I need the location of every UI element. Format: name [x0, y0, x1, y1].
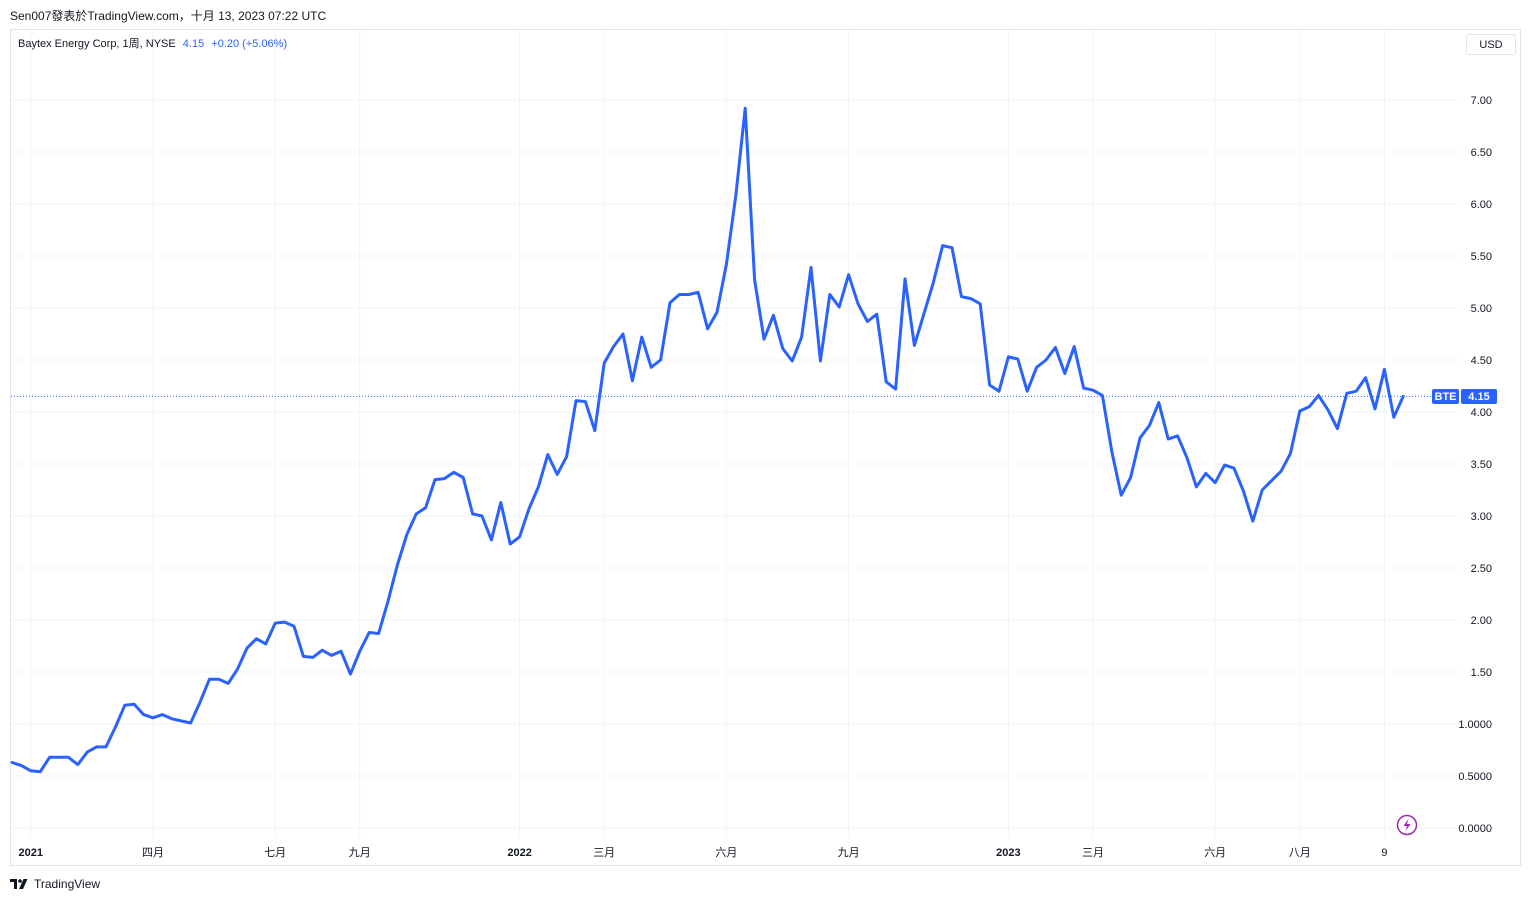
y-tick-label: 5.00 [1471, 303, 1492, 315]
x-tick-label: 三月 [593, 847, 615, 859]
currency-button[interactable]: USD [1466, 34, 1516, 55]
x-tick-label: 七月 [264, 846, 286, 859]
x-tick-label: 九月 [838, 846, 860, 859]
y-tick-label: 2.50 [1471, 563, 1492, 575]
x-tick-label: 六月 [1204, 846, 1226, 859]
x-tick-label: 八月 [1289, 847, 1311, 859]
y-axis: 7.00 6.50 6.00 5.50 5.00 4.50 4.00 3.50 3.00 2.50… [1458, 95, 1492, 835]
y-tick-label: 0.5000 [1458, 771, 1492, 783]
chart-frame [10, 29, 1521, 866]
y-tick-label: 1.0000 [1458, 719, 1492, 731]
x-tick-label: 四月 [142, 847, 164, 859]
symbol-legend[interactable]: Baytex Energy Corp, 1周, NYSE 4.15 +0.20 … [18, 35, 287, 51]
x-tick-label: 三月 [1082, 847, 1104, 859]
grid [11, 30, 1460, 837]
price-tag: BTE 4.15 [1432, 389, 1497, 404]
legend-symbol: Baytex Energy Corp, 1周, NYSE [18, 38, 176, 50]
y-tick-label: 6.50 [1471, 147, 1492, 159]
series-line-bte[interactable] [10, 106, 1405, 774]
x-tick-label: 九月 [349, 846, 371, 859]
x-tick-label: 2021 [19, 847, 43, 859]
y-tick-label: 3.00 [1471, 511, 1492, 523]
price-tag-ticker: BTE [1435, 391, 1457, 403]
tradingview-logo-icon [10, 879, 28, 889]
publish-header: Sen007發表於TradingView.com，十月 13, 2023 07:… [10, 9, 327, 23]
x-tick-label: 2023 [996, 847, 1020, 859]
price-tag-ticker-bg [1432, 389, 1459, 404]
x-tick-label: 六月 [715, 846, 737, 859]
price-tag-value: 4.15 [1468, 391, 1489, 403]
y-tick-label: 4.50 [1471, 355, 1492, 367]
lightning-icon[interactable] [1396, 814, 1418, 836]
footer-brand: TradingView [34, 877, 101, 891]
x-axis: 2021 四月 七月 九月 2022 三月 六月 九月 2023 三月 六月 八月 9 [19, 846, 1388, 859]
y-tick-label: 1.50 [1471, 667, 1492, 679]
y-tick-label: 6.00 [1471, 199, 1492, 211]
y-tick-label: 4.00 [1471, 407, 1492, 419]
legend-change: +0.20 (+5.06%) [211, 38, 288, 50]
y-tick-label: 0.0000 [1458, 823, 1492, 835]
legend-price: 4.15 [182, 38, 205, 50]
y-tick-label: 3.50 [1471, 459, 1492, 471]
x-tick-label: 2022 [507, 847, 531, 859]
x-tick-label: 9 [1381, 847, 1387, 859]
y-tick-label: 2.00 [1471, 615, 1492, 627]
y-tick-label: 5.50 [1471, 251, 1492, 263]
price-tag-value-bg [1461, 389, 1497, 404]
footer: TradingView [10, 876, 100, 892]
y-tick-label: 7.00 [1471, 95, 1492, 107]
